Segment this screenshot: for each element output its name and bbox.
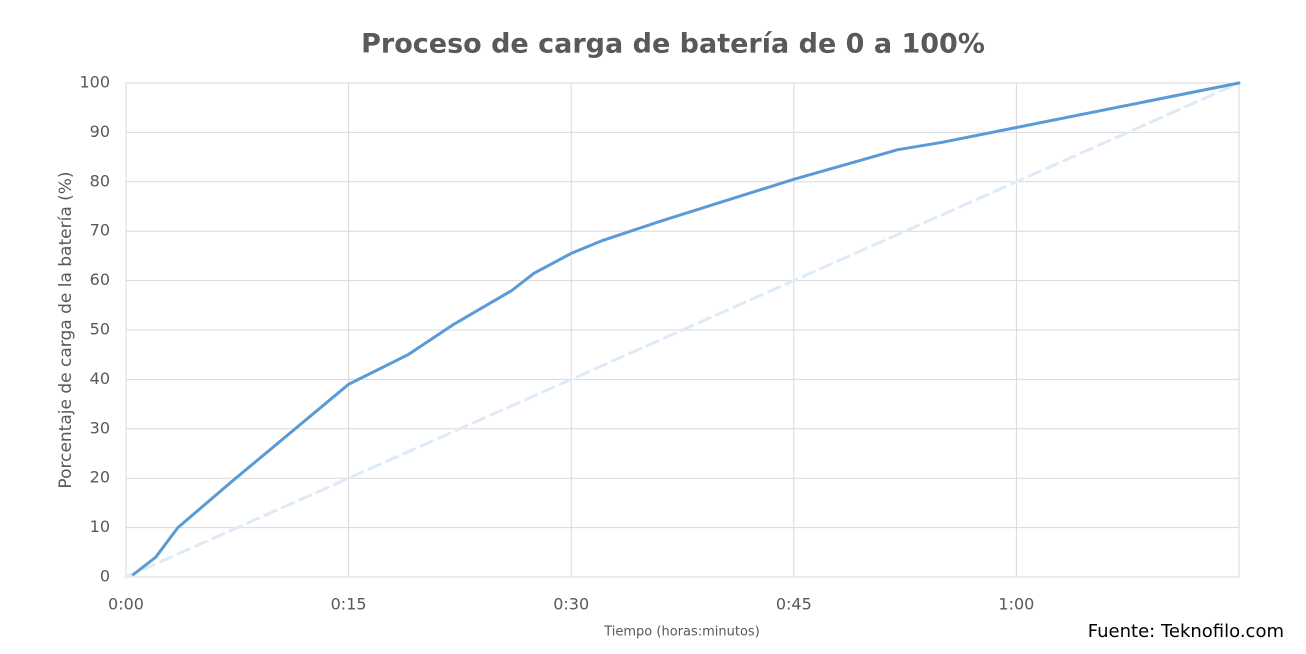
y-tick-label: 20 — [90, 468, 110, 487]
y-tick-label: 80 — [90, 171, 110, 190]
y-tick-label: 0 — [100, 567, 110, 586]
y-tick-label: 90 — [90, 122, 110, 141]
series-line — [131, 81, 1241, 576]
x-axis-label: Tiempo (horas:minutos) — [603, 625, 760, 640]
x-tick-label: 0:00 — [108, 595, 144, 614]
y-tick-label: 70 — [90, 221, 110, 240]
x-tick-label: 0:15 — [331, 595, 367, 614]
y-tick-label: 100 — [79, 73, 110, 92]
x-tick-label: 0:30 — [553, 595, 589, 614]
y-tick-label: 50 — [90, 320, 110, 339]
y-axis-label: Porcentaje de carga de la batería (%) — [56, 171, 76, 488]
x-tick-label: 1:00 — [998, 595, 1034, 614]
y-tick-label: 40 — [90, 369, 110, 388]
chart-title: Proceso de carga de batería de 0 a 100% — [361, 29, 985, 60]
y-tick-label: 60 — [90, 270, 110, 289]
source: Fuente: Teknofilo.com — [1088, 621, 1284, 642]
y-tick-label: 10 — [90, 517, 110, 536]
y-tick-label: 30 — [90, 418, 110, 437]
x-tick-label: 0:45 — [776, 595, 812, 614]
series-line — [124, 81, 1241, 579]
